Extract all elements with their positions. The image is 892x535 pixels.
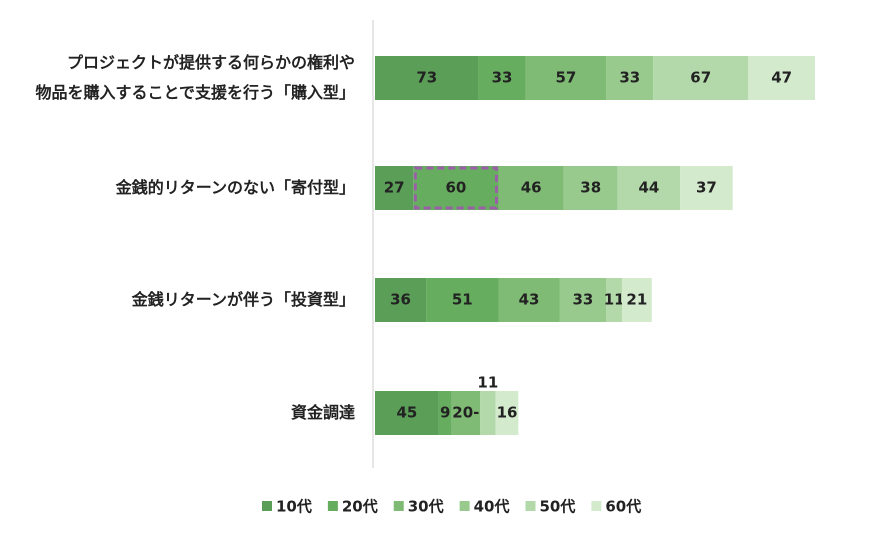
value-label: 67 <box>690 69 711 87</box>
bar-segment <box>495 391 519 435</box>
bar-segment <box>617 166 681 210</box>
bar-segment <box>413 166 499 210</box>
value-label: 73 <box>416 69 437 87</box>
bar-segment <box>748 56 815 100</box>
category-label: 資金調達 <box>290 403 355 422</box>
value-label: 21 <box>626 291 647 309</box>
legend-label: 40代 <box>474 498 510 516</box>
bar-segment <box>375 56 479 100</box>
bar-segment <box>480 391 496 435</box>
bar-segment <box>438 391 452 435</box>
bar-segment <box>680 166 733 210</box>
value-label: 16 <box>497 404 518 422</box>
bar-segment <box>621 278 652 322</box>
bar-segment <box>375 278 427 322</box>
legend-swatch <box>393 501 404 511</box>
value-label: 33 <box>572 291 593 309</box>
value-label: 37 <box>696 179 717 197</box>
legend-swatch <box>591 501 602 511</box>
bar-segment <box>498 278 560 322</box>
value-label: 27 <box>384 179 405 197</box>
value-label: 36 <box>390 291 411 309</box>
legend-label: 60代 <box>605 498 641 516</box>
value-label: 51 <box>452 291 473 309</box>
bar-segment <box>606 56 654 100</box>
value-label: 20- <box>452 404 479 422</box>
category-label: 金銭的リターンのない「寄付型」 <box>115 178 355 197</box>
bar-segment <box>375 391 439 435</box>
highlight-box <box>413 166 498 210</box>
bar-segment <box>426 278 499 322</box>
bar-segment <box>525 56 607 100</box>
value-label: 11 <box>604 291 625 309</box>
bar-segment <box>498 166 564 210</box>
value-label: 9 <box>440 404 450 422</box>
bar-segment <box>478 56 526 100</box>
bar-segment <box>375 166 414 210</box>
value-label: 33 <box>619 69 640 87</box>
bar-segment <box>563 166 618 210</box>
legend-swatch <box>459 501 470 511</box>
bar-segment <box>559 278 607 322</box>
legend-label: 10代 <box>276 498 312 516</box>
value-label: 44 <box>638 179 659 197</box>
value-label: 47 <box>771 69 792 87</box>
category-label: プロジェクトが提供する何らかの権利や 物品を購入することで支援を行う「購入型」 <box>35 53 355 102</box>
bar-segment <box>606 278 622 322</box>
legend-label: 30代 <box>408 498 444 516</box>
value-label: 45 <box>396 404 417 422</box>
legend-label: 20代 <box>342 498 378 516</box>
bar-segment <box>653 56 749 100</box>
value-label: 38 <box>580 179 601 197</box>
value-label: 33 <box>492 69 513 87</box>
legend-label: 50代 <box>540 498 576 516</box>
value-label: 57 <box>555 69 576 87</box>
legend-swatch <box>262 501 272 511</box>
category-label: 金銭リターンが伴う「投資型」 <box>131 290 355 309</box>
value-label: 46 <box>521 179 542 197</box>
legend-swatch <box>327 501 338 511</box>
value-label: 11 <box>477 374 498 392</box>
bar-segment <box>451 391 481 435</box>
legend-swatch <box>525 501 536 511</box>
value-label: 43 <box>519 291 540 309</box>
value-label: 60 <box>445 179 466 197</box>
